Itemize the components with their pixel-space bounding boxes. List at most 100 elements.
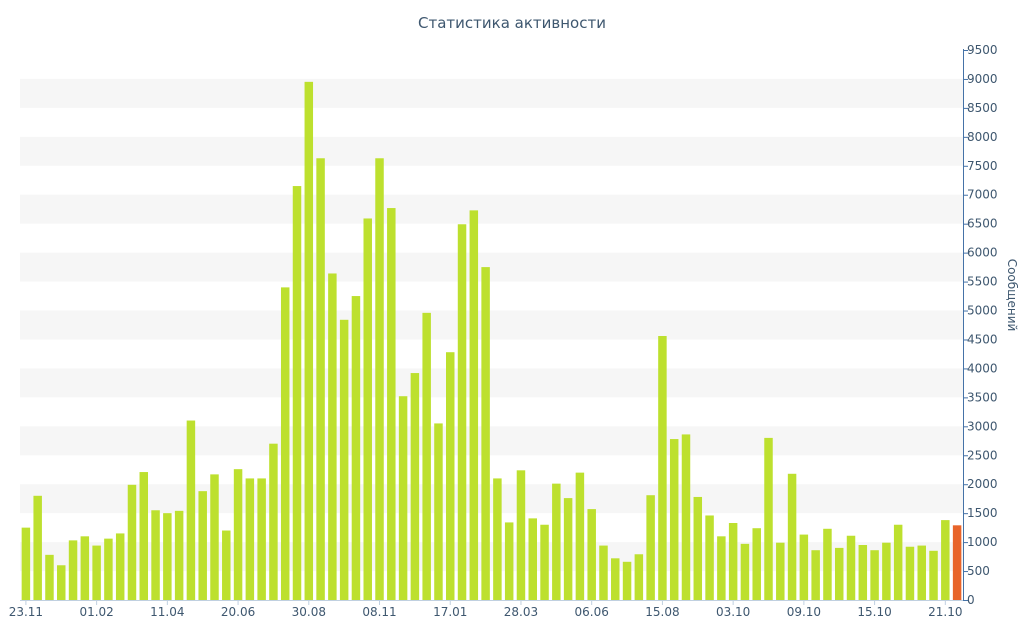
bar[interactable]	[92, 545, 101, 600]
y-tick-label: 4000	[967, 361, 998, 375]
bar[interactable]	[151, 510, 160, 600]
bar[interactable]	[504, 522, 514, 600]
y-tick-label: 6500	[967, 217, 998, 231]
bar[interactable]	[705, 515, 714, 600]
y-tick-label: 5000	[967, 304, 998, 318]
bar[interactable]	[622, 561, 632, 600]
bar[interactable]	[304, 81, 314, 600]
bar[interactable]	[870, 550, 879, 600]
bar[interactable]	[764, 437, 773, 600]
bar[interactable]	[493, 478, 502, 600]
bar[interactable]	[422, 312, 431, 600]
bar[interactable]	[45, 554, 54, 600]
bar[interactable]	[611, 558, 620, 600]
grid-band	[20, 252, 963, 282]
bar[interactable]	[387, 208, 396, 601]
bar[interactable]	[163, 513, 172, 600]
bar[interactable]	[787, 473, 797, 600]
bar[interactable]	[68, 540, 78, 600]
bar[interactable]	[658, 336, 667, 600]
y-tick-label: 8500	[967, 101, 998, 115]
bar[interactable]	[398, 396, 408, 600]
bar[interactable]	[905, 546, 915, 600]
y-tick-label: 9500	[967, 43, 998, 57]
bar[interactable]	[457, 224, 467, 600]
bar[interactable]	[646, 495, 655, 600]
y-tick-label: 2500	[967, 448, 998, 462]
bar[interactable]	[339, 319, 349, 600]
bar[interactable]	[127, 484, 137, 600]
bar[interactable]	[516, 470, 526, 600]
bar[interactable]	[139, 472, 149, 600]
bar[interactable]	[210, 474, 219, 600]
grid-band	[20, 136, 963, 166]
bar[interactable]	[257, 478, 266, 600]
bar[interactable]	[587, 509, 596, 600]
bar[interactable]	[799, 534, 809, 600]
bar[interactable]	[280, 287, 290, 600]
bar[interactable]	[717, 536, 726, 600]
bar[interactable]	[410, 373, 420, 600]
bar[interactable]	[882, 542, 891, 600]
x-tick-label: 01.02	[79, 605, 113, 619]
bar-current[interactable]	[952, 525, 962, 600]
bar[interactable]	[834, 547, 844, 600]
bar[interactable]	[292, 186, 302, 601]
bar[interactable]	[80, 536, 90, 600]
bar[interactable]	[269, 443, 278, 600]
bar[interactable]	[941, 520, 950, 600]
y-tick-label: 500	[967, 564, 990, 578]
grid-band	[20, 310, 963, 340]
bar[interactable]	[776, 542, 785, 600]
y-axis-title: Сообщений	[1005, 259, 1019, 332]
bar[interactable]	[893, 524, 903, 600]
bar[interactable]	[540, 524, 549, 600]
bar[interactable]	[363, 218, 372, 600]
bar[interactable]	[351, 296, 361, 600]
bar[interactable]	[575, 472, 585, 600]
bar[interactable]	[469, 210, 479, 601]
bar[interactable]	[740, 543, 750, 600]
bar[interactable]	[823, 528, 832, 600]
x-tick-label: 08.11	[362, 605, 396, 619]
bar[interactable]	[858, 545, 868, 600]
bar[interactable]	[316, 158, 325, 600]
bar[interactable]	[669, 439, 679, 600]
bar[interactable]	[917, 545, 926, 600]
x-tick-label: 03.10	[716, 605, 750, 619]
bar[interactable]	[222, 530, 231, 600]
bar[interactable]	[446, 352, 455, 600]
bar[interactable]	[811, 550, 820, 600]
bar[interactable]	[728, 523, 738, 600]
bar[interactable]	[693, 496, 703, 600]
bar[interactable]	[21, 527, 31, 600]
bar[interactable]	[434, 423, 443, 600]
bar[interactable]	[563, 498, 573, 600]
bar[interactable]	[846, 535, 856, 600]
bar[interactable]	[33, 495, 42, 600]
bar[interactable]	[681, 434, 691, 600]
bar[interactable]	[174, 510, 184, 600]
bar[interactable]	[552, 483, 561, 600]
bar[interactable]	[115, 533, 125, 600]
bar[interactable]	[599, 545, 608, 600]
bar[interactable]	[528, 518, 537, 600]
grid-band	[20, 194, 963, 224]
axes	[20, 49, 968, 605]
bar[interactable]	[634, 554, 644, 600]
bar[interactable]	[245, 478, 255, 600]
bar[interactable]	[198, 491, 207, 600]
bar-series	[21, 81, 962, 601]
bar[interactable]	[328, 273, 337, 600]
bar[interactable]	[752, 528, 761, 600]
bar[interactable]	[104, 538, 113, 600]
bar[interactable]	[929, 550, 938, 600]
y-tick-label: 0	[967, 593, 975, 607]
bar[interactable]	[233, 469, 243, 600]
bar[interactable]	[375, 158, 384, 600]
bar[interactable]	[481, 267, 490, 600]
grid-band	[20, 368, 963, 398]
bar[interactable]	[57, 565, 66, 600]
bar[interactable]	[186, 420, 196, 600]
